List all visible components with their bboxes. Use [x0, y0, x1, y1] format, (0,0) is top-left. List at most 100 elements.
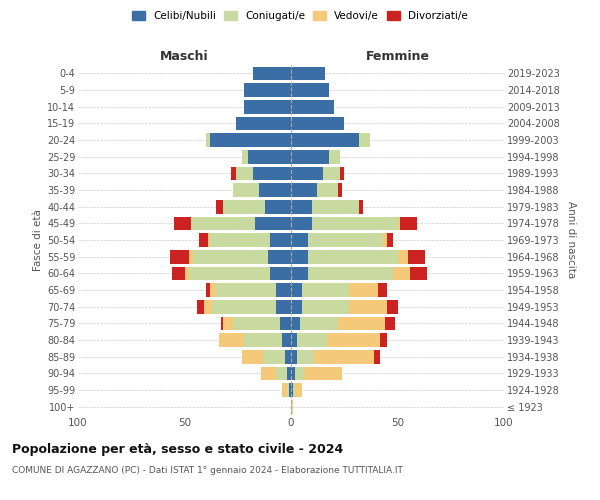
Bar — [217, 200, 223, 213]
Y-axis label: Anni di nascita: Anni di nascita — [566, 202, 577, 278]
Bar — [206, 133, 210, 147]
Bar — [276, 366, 287, 380]
Bar — [410, 266, 427, 280]
Bar — [323, 166, 340, 180]
Bar — [291, 183, 317, 197]
Y-axis label: Fasce di età: Fasce di età — [32, 209, 43, 271]
Bar — [398, 216, 400, 230]
Bar — [232, 166, 236, 180]
Bar — [172, 266, 185, 280]
Bar — [291, 233, 308, 247]
Bar — [291, 366, 295, 380]
Text: Popolazione per età, sesso e stato civile - 2024: Popolazione per età, sesso e stato civil… — [12, 442, 343, 456]
Bar — [185, 266, 189, 280]
Bar — [349, 283, 379, 297]
Bar — [383, 233, 387, 247]
Bar — [291, 400, 293, 413]
Bar — [236, 166, 253, 180]
Bar — [359, 200, 364, 213]
Bar — [208, 233, 210, 247]
Bar — [314, 350, 374, 364]
Legend: Celibi/Nubili, Coniugati/e, Vedovi/e, Divorziati/e: Celibi/Nubili, Coniugati/e, Vedovi/e, Di… — [129, 8, 471, 24]
Bar — [291, 83, 329, 97]
Bar — [289, 383, 291, 397]
Bar — [276, 300, 291, 314]
Bar — [387, 300, 398, 314]
Bar — [291, 316, 299, 330]
Text: Maschi: Maschi — [160, 50, 209, 62]
Bar — [283, 333, 291, 347]
Bar — [233, 316, 280, 330]
Bar — [233, 183, 259, 197]
Bar — [291, 133, 359, 147]
Bar — [291, 200, 313, 213]
Bar — [191, 216, 255, 230]
Bar — [199, 233, 208, 247]
Bar — [261, 366, 276, 380]
Bar — [210, 233, 270, 247]
Bar — [329, 150, 340, 164]
Bar — [189, 266, 270, 280]
Bar — [291, 250, 308, 264]
Text: Femmine: Femmine — [365, 50, 430, 62]
Bar — [291, 216, 313, 230]
Bar — [302, 283, 349, 297]
Bar — [308, 233, 383, 247]
Bar — [287, 366, 291, 380]
Bar — [210, 283, 217, 297]
Bar — [212, 300, 276, 314]
Bar — [236, 116, 291, 130]
Bar — [189, 250, 193, 264]
Bar — [299, 316, 338, 330]
Bar — [313, 216, 398, 230]
Bar — [284, 350, 291, 364]
Bar — [244, 100, 291, 114]
Bar — [291, 100, 334, 114]
Bar — [280, 316, 291, 330]
Bar — [244, 333, 283, 347]
Bar — [291, 266, 308, 280]
Bar — [223, 316, 233, 330]
Bar — [291, 150, 329, 164]
Bar — [253, 166, 291, 180]
Bar — [380, 333, 387, 347]
Bar — [317, 183, 338, 197]
Text: COMUNE DI AGAZZANO (PC) - Dati ISTAT 1° gennaio 2024 - Elaborazione TUTTITALIA.I: COMUNE DI AGAZZANO (PC) - Dati ISTAT 1° … — [12, 466, 403, 475]
Bar — [197, 300, 203, 314]
Bar — [302, 300, 349, 314]
Bar — [291, 116, 344, 130]
Bar — [338, 183, 342, 197]
Bar — [374, 350, 380, 364]
Bar — [385, 316, 395, 330]
Bar — [327, 333, 380, 347]
Bar — [295, 366, 304, 380]
Bar — [203, 300, 212, 314]
Bar — [349, 300, 387, 314]
Bar — [387, 233, 393, 247]
Bar — [268, 250, 291, 264]
Bar — [217, 283, 276, 297]
Bar — [295, 383, 302, 397]
Bar — [253, 66, 291, 80]
Bar — [242, 350, 263, 364]
Bar — [338, 316, 385, 330]
Bar — [259, 183, 291, 197]
Bar — [242, 150, 248, 164]
Bar — [298, 350, 314, 364]
Bar — [379, 283, 387, 297]
Bar — [308, 266, 393, 280]
Bar — [193, 250, 268, 264]
Bar — [291, 66, 325, 80]
Bar — [313, 200, 359, 213]
Bar — [291, 383, 293, 397]
Bar — [291, 283, 302, 297]
Bar — [283, 383, 287, 397]
Bar — [263, 350, 284, 364]
Bar — [291, 350, 298, 364]
Bar — [291, 166, 323, 180]
Bar — [223, 200, 265, 213]
Bar — [393, 266, 410, 280]
Bar — [244, 83, 291, 97]
Bar — [255, 216, 291, 230]
Bar — [398, 250, 408, 264]
